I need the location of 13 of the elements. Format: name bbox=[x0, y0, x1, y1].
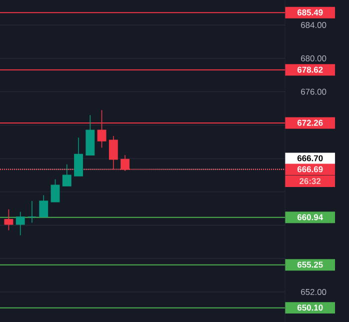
ref-line-label: 685.49 bbox=[297, 9, 323, 16]
text: 26:32 bbox=[300, 178, 321, 184]
y-tick-label: 652.00 bbox=[301, 288, 326, 295]
y-tick-label: 676.00 bbox=[301, 88, 326, 95]
ref-line-label: 666.70 bbox=[297, 155, 323, 162]
y-tick-label: 684.00 bbox=[301, 22, 326, 28]
ref-line-label: 655.25 bbox=[297, 262, 323, 268]
ref-line-label: 666.69 bbox=[297, 166, 323, 172]
ref-line-label: 660.94 bbox=[297, 214, 324, 220]
y-tick-label: 680.00 bbox=[301, 55, 326, 62]
ref-line-label: 672.26 bbox=[297, 120, 323, 126]
ref-line-label: 678.62 bbox=[297, 66, 323, 73]
ref-line-label: 650.10 bbox=[297, 304, 323, 311]
